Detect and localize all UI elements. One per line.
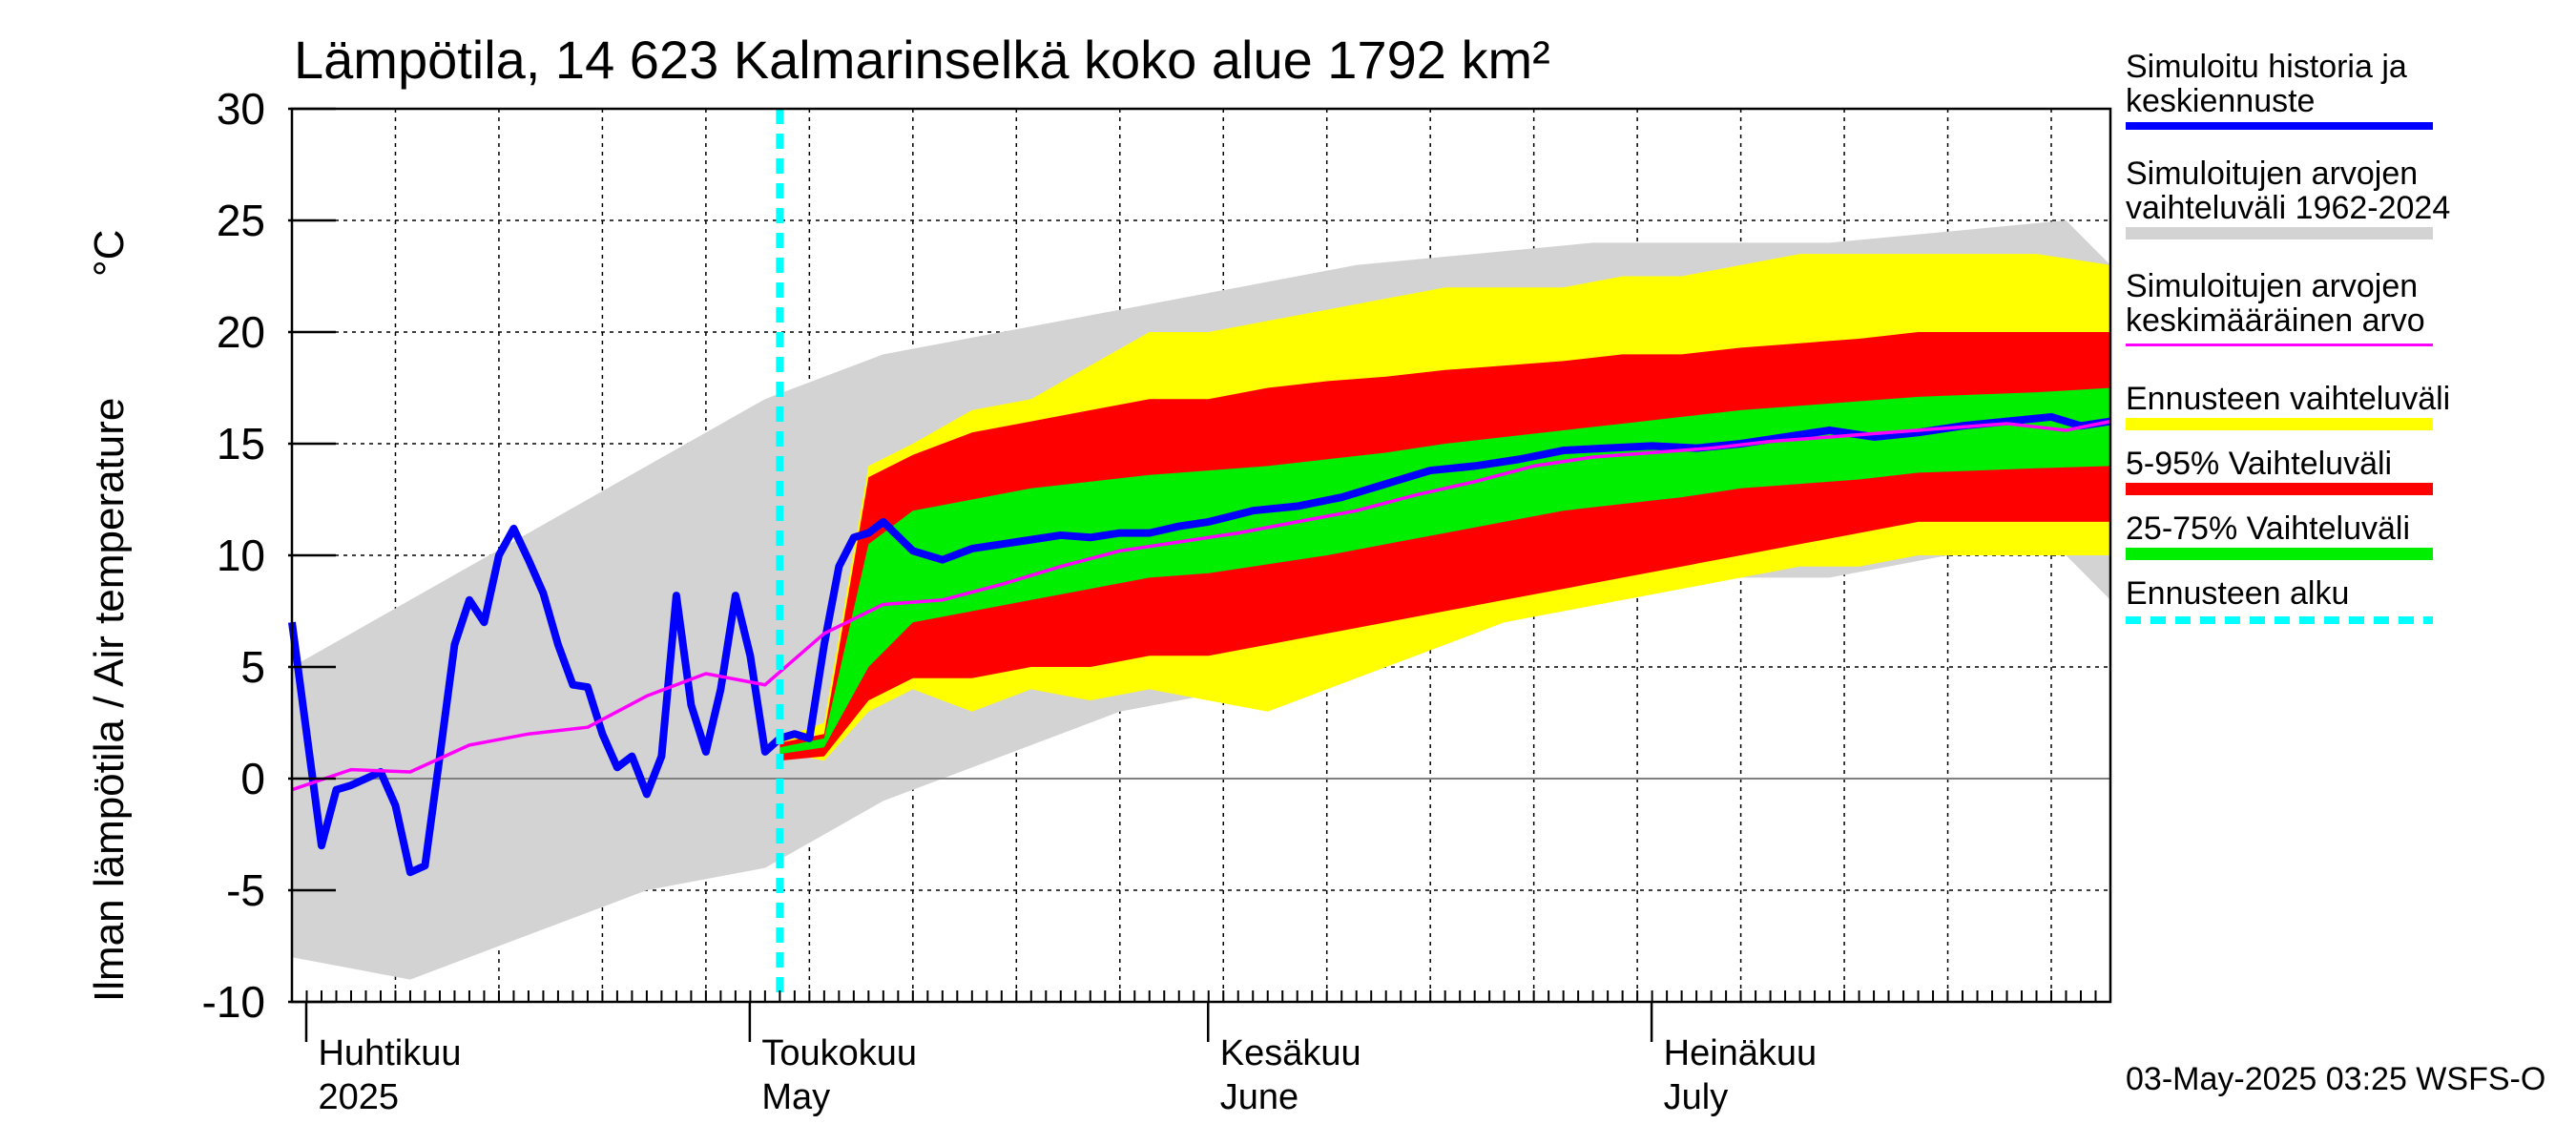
legend-label: Ennusteen alku <box>2126 575 2350 612</box>
y-tick-label: 25 <box>217 196 265 245</box>
legend-item: Ennusteen vaihteluväli <box>2126 382 2574 447</box>
y-tick-label: 0 <box>240 754 265 803</box>
series-line-history <box>288 412 2111 877</box>
legend-swatch <box>2126 483 2433 495</box>
month-label-en: 2025 <box>318 1077 399 1117</box>
month-label-en: June <box>1220 1077 1298 1117</box>
legend-swatch <box>2126 344 2433 346</box>
legend-item: Simuloitujen arvojen vaihteluväli 1962-2… <box>2126 156 2574 269</box>
series-line-mean <box>291 419 2111 792</box>
month-label: Heinäkuu <box>1664 1033 1818 1073</box>
legend-swatch <box>2126 227 2433 239</box>
band-25-75 <box>779 387 2110 755</box>
legend-item: Ennusteen alku <box>2126 576 2574 641</box>
legend-label: 5-95% Vaihteluväli <box>2126 446 2393 482</box>
chart-title: Lämpötila, 14 623 Kalmarinselkä koko alu… <box>294 30 1550 90</box>
y-tick-label: 10 <box>217 531 265 580</box>
legend-item: Simuloitujen arvojen keskimääräinen arvo <box>2126 269 2574 382</box>
legend-label: Ennusteen vaihteluväli <box>2126 381 2451 417</box>
legend-item: Simuloitu historia ja keskiennuste <box>2126 50 2574 156</box>
legend-label: 25-75% Vaihteluväli <box>2126 510 2410 547</box>
y-tick-label: -5 <box>226 865 265 915</box>
month-label: Huhtikuu <box>318 1033 461 1073</box>
legend-swatch <box>2126 418 2433 430</box>
month-label: Kesäkuu <box>1220 1033 1361 1073</box>
legend-label: Simuloitujen arvojen vaihteluväli 1962-2… <box>2126 156 2451 226</box>
y-tick-label: 30 <box>217 84 265 134</box>
month-label: Toukokuu <box>761 1033 917 1073</box>
month-label-en: May <box>761 1077 830 1117</box>
y-tick-label: -10 <box>202 977 265 1027</box>
y-tick-label: 5 <box>240 642 265 692</box>
legend-item: 25-75% Vaihteluväli <box>2126 511 2574 576</box>
legend-label: Simuloitujen arvojen keskimääräinen arvo <box>2126 268 2425 339</box>
legend-swatch <box>2126 122 2433 130</box>
legend-swatch <box>2126 616 2433 624</box>
legend-swatch <box>2126 548 2433 560</box>
footer-timestamp: 03-May-2025 03:25 WSFS-O <box>2126 1061 2546 1097</box>
y-tick-label: 20 <box>217 307 265 357</box>
chart-legend: Simuloitu historia ja keskiennuste Simulo… <box>2126 50 2574 641</box>
y-tick-label: 15 <box>217 419 265 468</box>
legend-label: Simuloitu historia ja keskiennuste <box>2126 49 2407 119</box>
legend-item: 5-95% Vaihteluväli <box>2126 447 2574 511</box>
month-label-en: July <box>1664 1077 1729 1117</box>
